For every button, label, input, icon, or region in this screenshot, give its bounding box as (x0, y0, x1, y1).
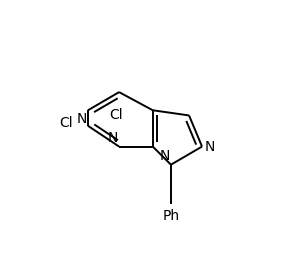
Text: N: N (107, 131, 118, 145)
Text: N: N (159, 149, 170, 163)
Text: N: N (76, 112, 87, 125)
Text: Cl: Cl (59, 116, 72, 130)
Text: Cl: Cl (110, 108, 123, 122)
Text: Ph: Ph (162, 209, 180, 223)
Text: N: N (205, 140, 215, 154)
